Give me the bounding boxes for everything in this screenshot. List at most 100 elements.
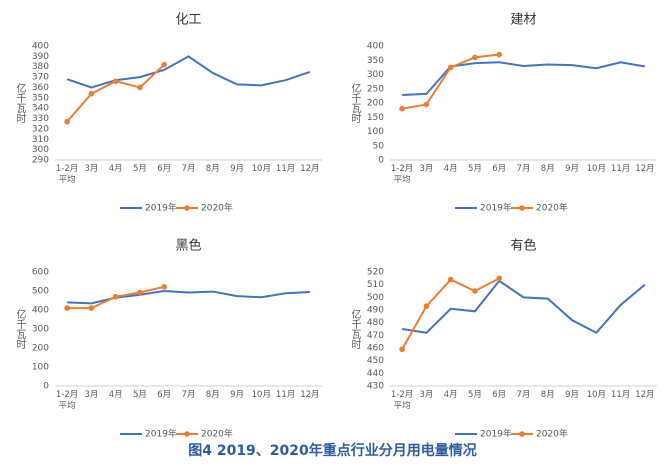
- y-tick-label: 510: [367, 280, 384, 290]
- x-tick-label: 4月: [108, 390, 123, 400]
- x-tick-label: 12月: [300, 164, 320, 174]
- x-tick-label: 3月: [419, 164, 434, 174]
- x-tick-slot: 9月: [565, 390, 579, 400]
- x-tick-label: 11月: [610, 164, 631, 174]
- y-tick-label: 300: [32, 325, 49, 335]
- point-marker: [112, 293, 119, 300]
- panel: 化工亿千瓦时2903003103203303403503603703803904…: [14, 13, 322, 214]
- point-marker: [472, 54, 478, 61]
- y-tick-label: 250: [367, 84, 384, 94]
- x-tick-slot: 12月: [635, 390, 654, 400]
- x-tick-label: 5月: [467, 390, 482, 400]
- x-tick-slot: 5月: [467, 390, 482, 400]
- x-tick-label: 7月: [516, 164, 531, 174]
- y-tick-label: 0: [378, 156, 384, 166]
- x-tick-slot: 11月: [275, 164, 296, 174]
- y-tick-label: 430: [367, 382, 384, 392]
- x-tick-slot: 7月: [182, 164, 196, 174]
- x-tick-slot: 6月: [157, 164, 172, 174]
- y-tick-label: 400: [367, 42, 384, 52]
- y-tick-label: 310: [32, 135, 49, 145]
- y-tick-label: 100: [367, 127, 384, 137]
- x-tick-label: 4月: [108, 164, 123, 174]
- x-tick-slot: 3月: [84, 390, 98, 400]
- x-tick-label: 1-2月平均: [390, 164, 414, 185]
- y-tick-label: 480: [367, 318, 384, 328]
- x-tick-label: 7月: [516, 390, 531, 400]
- x-tick-slot: 12月: [635, 164, 654, 174]
- x-tick-label: 3月: [84, 164, 99, 174]
- series-line: [401, 279, 646, 335]
- x-tick-slot: 1-2月平均: [391, 390, 413, 411]
- x-tick-label: 5月: [132, 164, 147, 174]
- y-tick-label: 370: [32, 73, 49, 83]
- x-tick-label: 9月: [230, 390, 244, 400]
- x-tick-label: 12月: [300, 390, 320, 400]
- x-tick-slot: 6月: [157, 390, 172, 400]
- chart-title: 有色: [510, 238, 536, 254]
- point-marker: [496, 275, 503, 282]
- legend-label: 2019年: [145, 202, 177, 214]
- x-tick-slot: 3月: [419, 164, 434, 174]
- x-tick-slot: 4月: [443, 164, 458, 174]
- x-tick-label: 5月: [132, 390, 147, 400]
- x-tick-slot: 1-2月平均: [390, 164, 414, 185]
- y-tick-label: 300: [32, 145, 49, 155]
- point-marker: [88, 90, 95, 97]
- y-tick-label: 500: [32, 287, 49, 297]
- point-marker: [423, 101, 430, 108]
- point-marker: [496, 51, 503, 58]
- y-tick-label: 0: [43, 382, 49, 392]
- y-axis-label: 亿千瓦时: [349, 82, 361, 123]
- point-marker: [447, 276, 454, 283]
- point-marker: [399, 105, 405, 112]
- y-tick-label: 450: [367, 356, 384, 366]
- y-tick-label: 500: [367, 293, 384, 303]
- y-tick-label: 350: [367, 56, 384, 66]
- point-marker: [447, 64, 454, 71]
- point-marker: [88, 305, 95, 311]
- y-axis-label: 亿千瓦时: [349, 308, 361, 349]
- y-tick-label: 50: [373, 141, 385, 151]
- x-tick-slot: 9月: [230, 390, 244, 400]
- y-axis-label: 亿千瓦时: [14, 82, 26, 123]
- x-tick-slot: 3月: [419, 390, 433, 400]
- legend-label: 2020年: [201, 428, 233, 440]
- x-tick-slot: 7月: [182, 390, 196, 400]
- y-tick-label: 150: [367, 113, 384, 123]
- x-tick-label: 11月: [275, 164, 296, 174]
- point-marker: [399, 346, 405, 353]
- legend-label: 2019年: [480, 428, 512, 440]
- y-tick-label: 400: [32, 42, 49, 52]
- x-tick-label: 4月: [443, 164, 458, 174]
- x-tick-slot: 1-2月平均: [56, 164, 78, 185]
- x-tick-slot: 4月: [108, 164, 123, 174]
- y-tick-label: 460: [367, 344, 384, 354]
- x-tick-slot: 7月: [516, 390, 531, 400]
- x-tick-slot: 3月: [84, 164, 99, 174]
- legend-label: 2020年: [536, 428, 568, 440]
- x-tick-label: 6月: [157, 390, 172, 400]
- y-tick-label: 300: [367, 70, 384, 80]
- y-axis-label: 亿千瓦时: [14, 308, 26, 349]
- y-tick-label: 490: [367, 306, 384, 316]
- x-tick-label: 5月: [467, 164, 482, 174]
- x-tick-label: 10月: [251, 164, 271, 174]
- y-tick-label: 400: [32, 306, 49, 316]
- figure-caption: 图4 2019、2020年重点行业分月用电量情况: [188, 443, 477, 459]
- y-tick-label: 390: [32, 52, 49, 62]
- y-tick-label: 360: [32, 83, 49, 93]
- y-tick-label: 470: [367, 331, 384, 341]
- legend-marker: [184, 205, 190, 211]
- x-tick-label: 6月: [157, 164, 172, 174]
- x-tick-slot: 7月: [516, 164, 531, 174]
- legend-label: 2020年: [201, 202, 233, 214]
- x-tick-slot: 12月: [300, 164, 320, 174]
- x-tick-slot: 5月: [132, 390, 147, 400]
- x-tick-label: 4月: [443, 390, 458, 400]
- y-tick-label: 200: [367, 99, 384, 109]
- x-tick-slot: 10月: [587, 164, 606, 174]
- x-tick-slot: 6月: [492, 390, 506, 400]
